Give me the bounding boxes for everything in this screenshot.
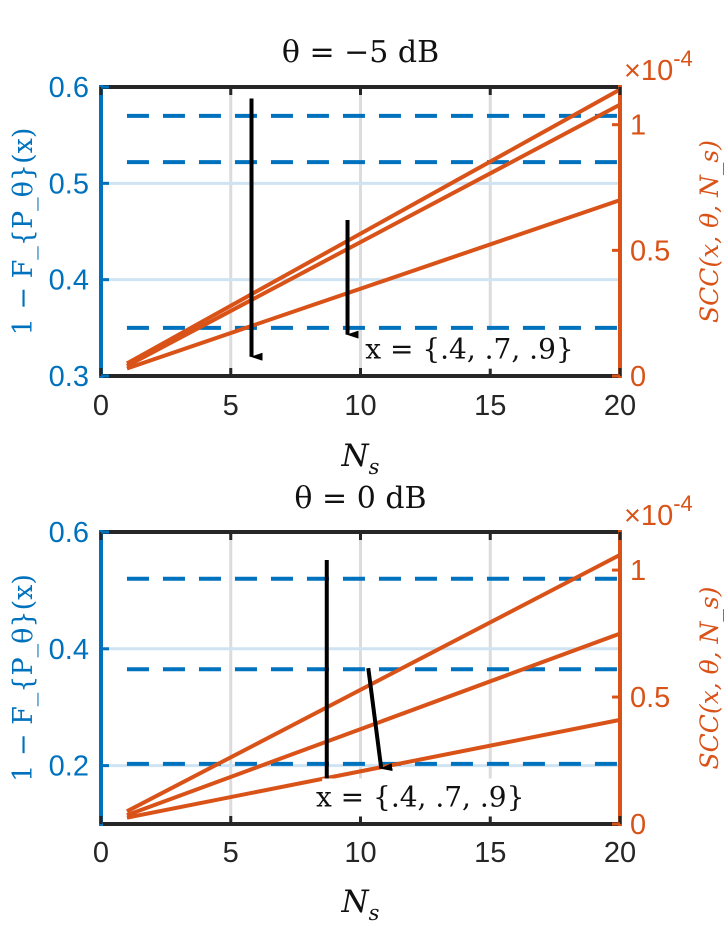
y-right-tick-label: 0.5	[630, 235, 670, 267]
y-left-tick-label: 0.4	[49, 634, 89, 666]
y-left-tick-label: 0.3	[49, 361, 89, 393]
solid-series-line-2	[126, 198, 621, 371]
x-tick-label: 10	[344, 390, 376, 422]
y-right-tick-label: 0.5	[630, 682, 670, 714]
x-tick-label: 0	[93, 837, 109, 869]
y-right-axis-label: SCC(x, θ, N_s)	[695, 586, 724, 769]
x-tick-label: 20	[604, 390, 636, 422]
y-right-tick-label: 0	[630, 809, 646, 841]
x-tick-label: 15	[474, 390, 506, 422]
chart-panel-bottom: 0 5 10 15 20 0.2 0.4 0.6 0 0.5 1 ×10-4 θ = 0 dB Ns 1 −…	[8, 481, 724, 925]
y-left-tick-label: 0.6	[49, 72, 89, 104]
y-right-axis-label: SCC(x, θ, N_s)	[695, 140, 724, 323]
x-axis-label-sub: s	[369, 455, 380, 479]
solid-series-line-2	[126, 717, 621, 820]
y-right-tick-label: 0	[630, 361, 646, 393]
right-axis-exponent-power: -4	[673, 46, 693, 71]
x-axis-label: Ns	[341, 884, 380, 925]
y-left-tick-label: 0.4	[49, 265, 89, 297]
solid-series-line-1	[126, 102, 621, 368]
y-left-axis-label: 1 − F_{P_θ}(x)	[8, 574, 39, 782]
solid-series-line-0	[125, 87, 621, 366]
y-right-tick-label: 1	[630, 555, 646, 587]
y-left-tick-label: 0.5	[49, 168, 89, 200]
x-tick-label: 0	[93, 390, 109, 422]
x-tick-label: 5	[223, 390, 239, 422]
annotation-arrow	[366, 667, 393, 772]
x-axis-label-base: N	[341, 438, 371, 474]
x-axis-label-base: N	[341, 884, 371, 920]
x-tick-label: 15	[474, 837, 506, 869]
x-axis-label: Ns	[341, 438, 380, 479]
chart-panel-top: 0 5 10 15 20 0.3 0.4 0.5 0.6 0 0.5 1 ×10-4 θ = −5 dB N…	[8, 35, 724, 479]
y-left-tick-label: 0.2	[49, 751, 89, 783]
y-left-tick-label: 0.6	[49, 517, 89, 549]
solid-series-line-0	[126, 553, 621, 814]
chart-title: θ = −5 dB	[282, 35, 439, 70]
chart-title: θ = 0 dB	[294, 481, 426, 516]
right-axis-exponent-power: -4	[673, 491, 693, 516]
annotation-label: x = {.4, .7, .9}	[365, 333, 573, 366]
right-axis-exponent-base: ×10	[624, 500, 673, 532]
x-tick-label: 10	[344, 837, 376, 869]
right-axis-exponent: ×10-4	[624, 491, 693, 532]
solid-series-line-1	[126, 631, 621, 817]
x-tick-label: 20	[604, 837, 636, 869]
annotation-label: x = {.4, .7, .9}	[316, 780, 524, 813]
y-left-axis-label: 1 − F_{P_θ}(x)	[8, 128, 39, 336]
annotation-background	[371, 330, 568, 369]
annotation-background	[322, 778, 519, 817]
y-right-tick-label: 1	[630, 110, 646, 142]
x-axis-label-sub: s	[369, 901, 380, 925]
x-tick-label: 5	[223, 837, 239, 869]
right-axis-exponent: ×10-4	[624, 46, 693, 87]
right-axis-exponent-base: ×10	[624, 55, 673, 87]
